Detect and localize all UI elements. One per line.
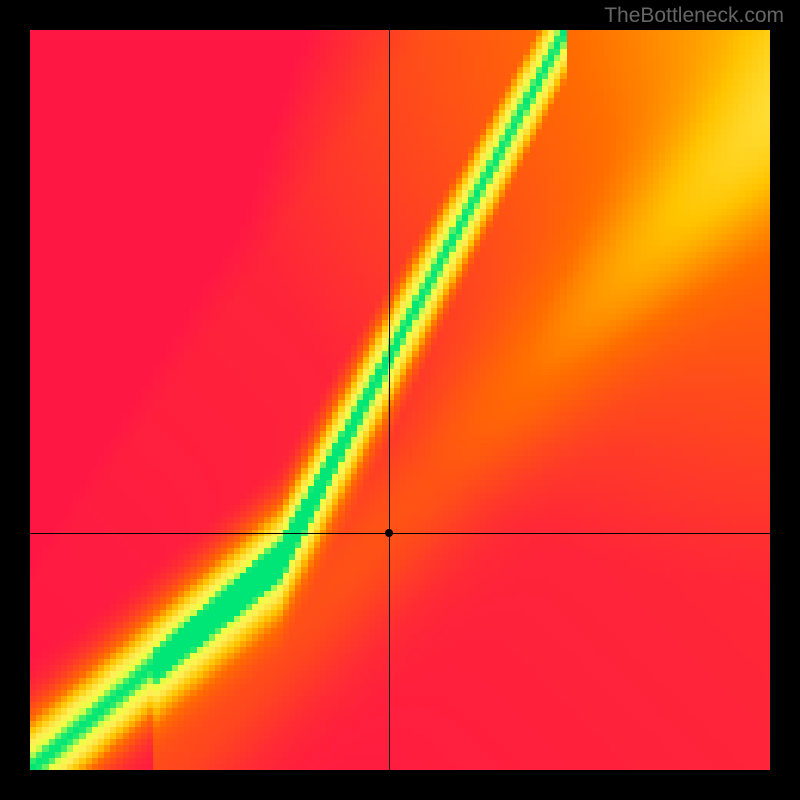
data-point-marker xyxy=(385,529,393,537)
heatmap-plot xyxy=(30,30,770,770)
crosshair-vertical xyxy=(389,30,390,770)
watermark-text: TheBottleneck.com xyxy=(604,4,784,28)
crosshair-horizontal xyxy=(30,533,770,534)
heatmap-canvas xyxy=(30,30,770,770)
